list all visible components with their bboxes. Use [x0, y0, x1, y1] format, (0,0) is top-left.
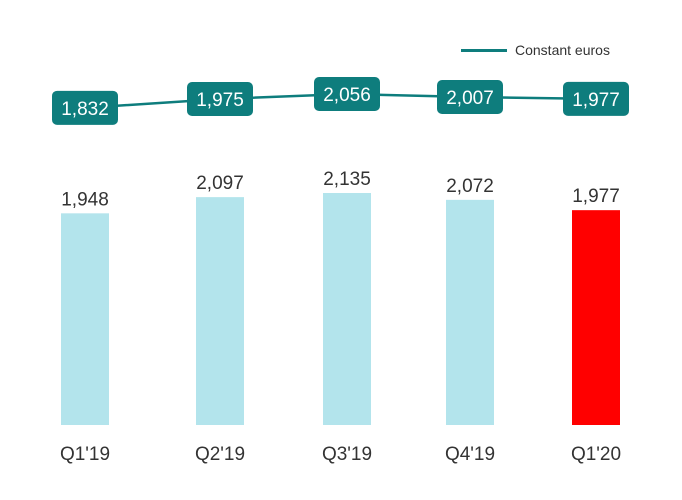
line-value-label: 1,832 — [61, 99, 109, 120]
category-label: Q1'20 — [571, 444, 621, 465]
bar-3 — [323, 193, 371, 425]
bar-value-label: 1,948 — [61, 189, 109, 210]
line-label-box — [563, 81, 629, 116]
line-value-label: 1,975 — [196, 90, 244, 111]
line-label-box — [437, 80, 503, 115]
bar-4 — [446, 199, 494, 425]
bar-1 — [61, 213, 109, 425]
line-value-label: 2,056 — [323, 85, 371, 106]
line-value-label: 2,007 — [446, 88, 494, 109]
bar-2 — [196, 197, 244, 425]
bar-value-label: 1,977 — [572, 186, 620, 207]
category-label: Q1'19 — [60, 444, 110, 465]
bar-value-label: 2,135 — [323, 169, 371, 190]
category-label: Q4'19 — [445, 444, 495, 465]
legend-line-swatch — [461, 48, 507, 52]
bar-5 — [572, 210, 620, 425]
chart-legend: Constant euros — [461, 40, 610, 60]
line-label-box — [187, 81, 253, 116]
line-label-box — [52, 90, 118, 125]
line-label-box — [314, 77, 380, 111]
bar-value-label: 2,072 — [446, 176, 494, 197]
category-label: Q3'19 — [322, 444, 372, 465]
category-label: Q2'19 — [195, 444, 245, 465]
bar-value-label: 2,097 — [196, 173, 244, 194]
legend-label: Constant euros — [515, 42, 610, 58]
line-value-label: 1,977 — [572, 90, 620, 111]
